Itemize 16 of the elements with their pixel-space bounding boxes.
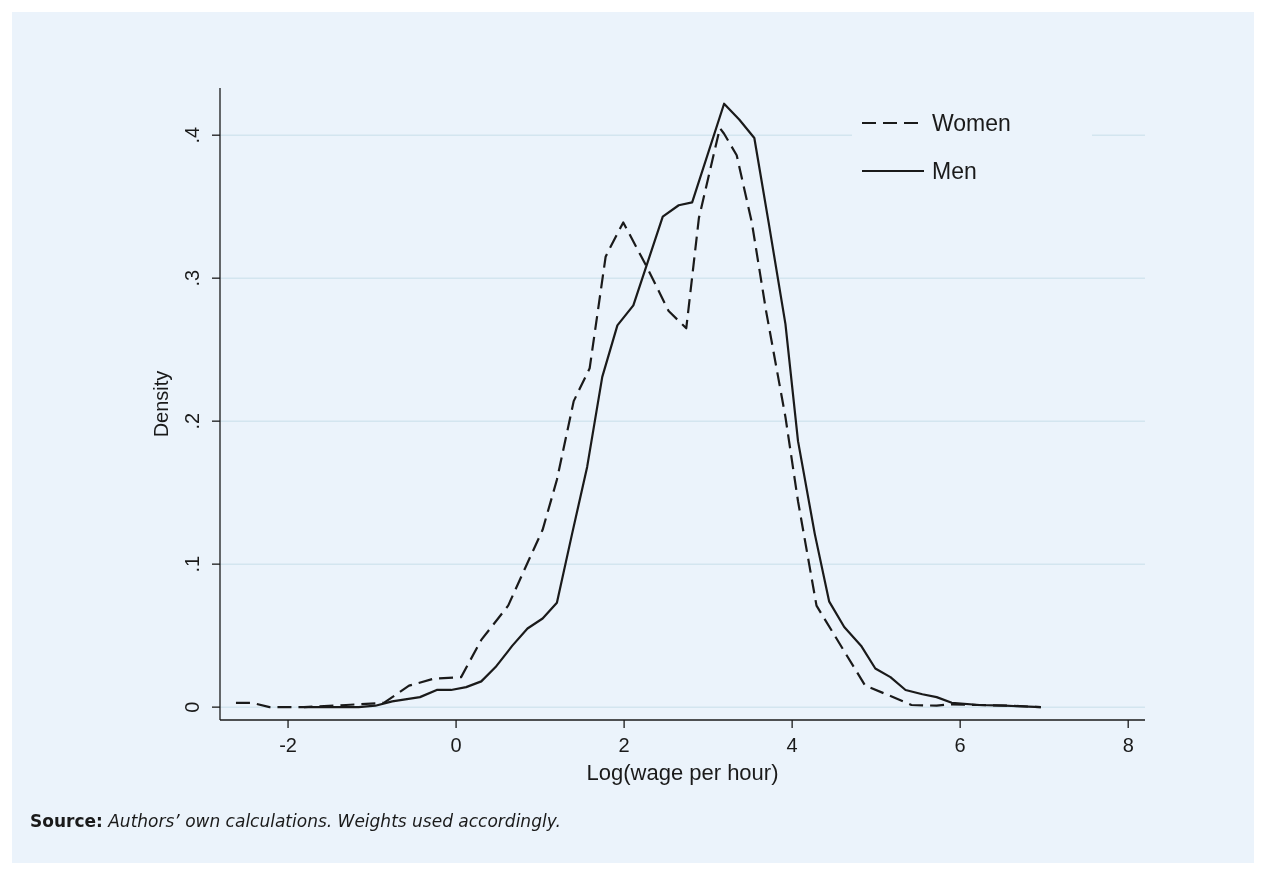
legend-label: Men xyxy=(932,158,977,184)
source-note: Source: Authors’ own calculations. Weights used accordingly. xyxy=(30,811,561,831)
x-axis-title: Log(wage per hour) xyxy=(586,760,779,785)
y-tick-label: .1 xyxy=(181,555,203,573)
x-tick-label: 6 xyxy=(954,734,966,756)
x-tick-label: 8 xyxy=(1122,734,1134,756)
legend-label: Women xyxy=(932,110,1011,136)
x-tick-label: -2 xyxy=(279,734,297,756)
x-tick-label: 0 xyxy=(450,734,462,756)
x-tick-label: 2 xyxy=(618,734,630,756)
y-tick-label: 0 xyxy=(181,701,203,713)
y-tick-label: .4 xyxy=(181,126,203,144)
y-tick-label: .2 xyxy=(181,412,203,430)
y-axis-title: Density xyxy=(150,370,172,438)
y-tick-label: .3 xyxy=(181,269,203,287)
x-tick-label: 4 xyxy=(786,734,798,756)
